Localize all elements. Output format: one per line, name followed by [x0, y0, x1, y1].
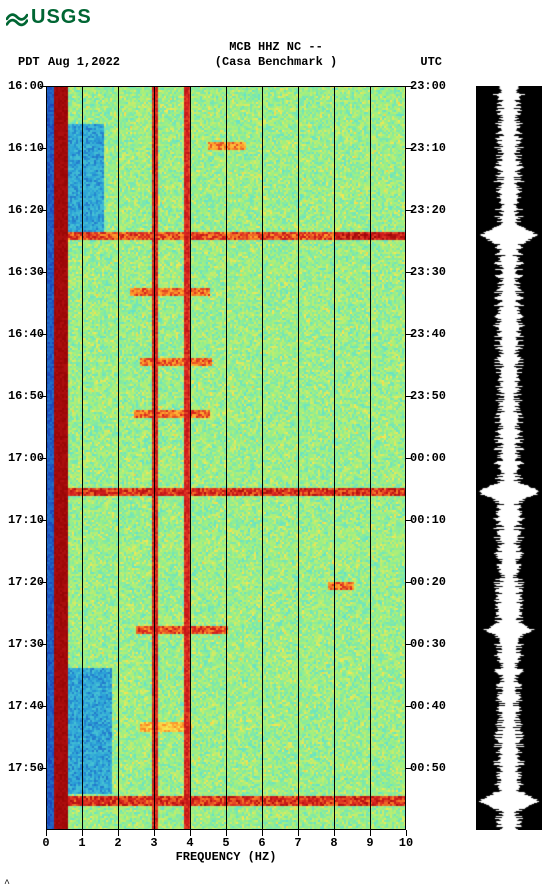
header-line2: PDT Aug 1,2022 (Casa Benchmark ) UTC [0, 55, 552, 69]
time-tick-label: 23:30 [410, 266, 450, 278]
time-tick-label: 23:20 [410, 204, 450, 216]
time-tick-label: 16:40 [4, 328, 44, 340]
freq-tick-label: 9 [366, 836, 373, 850]
freq-axis-title: FREQUENCY (HZ) [46, 850, 406, 864]
time-tick-label: 17:50 [4, 762, 44, 774]
freq-tick-label: 0 [42, 836, 49, 850]
amplitude-canvas [476, 86, 542, 830]
time-tick-label: 17:00 [4, 452, 44, 464]
freq-tick-label: 8 [330, 836, 337, 850]
time-tick-label: 16:00 [4, 80, 44, 92]
freq-tick-label: 1 [78, 836, 85, 850]
freq-tick-label: 6 [258, 836, 265, 850]
freq-tick-label: 10 [399, 836, 413, 850]
time-tick-label: 16:20 [4, 204, 44, 216]
footnote: ^ [4, 879, 10, 890]
tz-right: UTC [420, 55, 442, 69]
time-tick-label: 00:20 [410, 576, 450, 588]
station-line: MCB HHZ NC -- [0, 40, 552, 54]
time-tick-label: 23:00 [410, 80, 450, 92]
amplitude-trace [476, 86, 542, 830]
utc-time-axis: 23:0023:1023:2023:3023:4023:5000:0000:10… [410, 86, 450, 830]
freq-tick-label: 7 [294, 836, 301, 850]
time-tick-label: 16:30 [4, 266, 44, 278]
pdt-time-axis: 16:0016:1016:2016:3016:4016:5017:0017:10… [4, 86, 44, 830]
time-tick-label: 00:30 [410, 638, 450, 650]
usgs-wave-icon [6, 6, 28, 28]
freq-tick-label: 5 [222, 836, 229, 850]
freq-tick-label: 2 [114, 836, 121, 850]
time-tick-label: 16:50 [4, 390, 44, 402]
spectrogram-plot [46, 86, 406, 830]
tz-left: PDT [18, 55, 40, 69]
time-tick-label: 00:10 [410, 514, 450, 526]
time-tick-label: 00:50 [410, 762, 450, 774]
usgs-logo: USGS [6, 6, 92, 28]
time-tick-label: 17:40 [4, 700, 44, 712]
date: Aug 1,2022 [48, 55, 120, 69]
time-tick-label: 00:00 [410, 452, 450, 464]
time-tick-label: 17:30 [4, 638, 44, 650]
time-tick-label: 23:50 [410, 390, 450, 402]
freq-tick-label: 4 [186, 836, 193, 850]
time-tick-label: 17:10 [4, 514, 44, 526]
usgs-logo-text: USGS [31, 6, 92, 29]
freq-tick-label: 3 [150, 836, 157, 850]
time-tick-label: 23:40 [410, 328, 450, 340]
time-tick-label: 00:40 [410, 700, 450, 712]
time-tick-label: 23:10 [410, 142, 450, 154]
spectrogram-canvas [46, 86, 406, 830]
time-tick-label: 16:10 [4, 142, 44, 154]
time-tick-label: 17:20 [4, 576, 44, 588]
